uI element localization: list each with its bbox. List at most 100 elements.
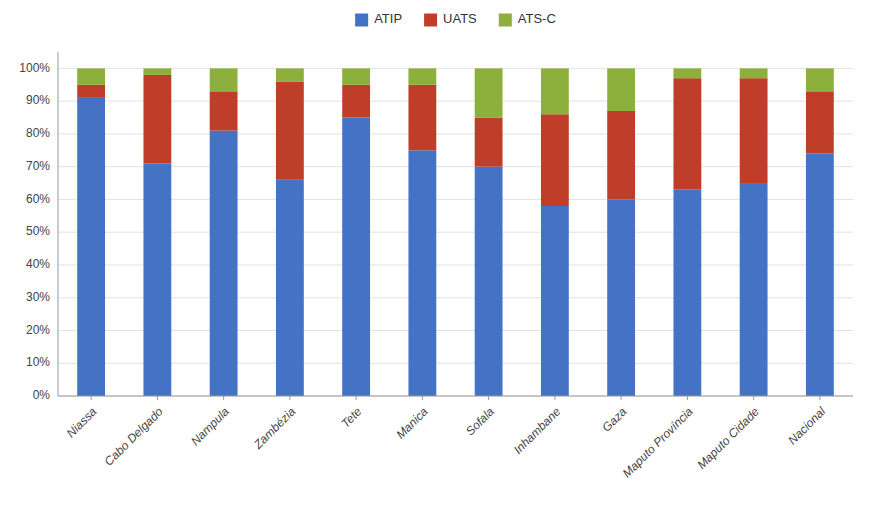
bar-segment [475,118,503,167]
y-tick-label: 0% [33,388,51,402]
legend-swatch [355,14,368,27]
bar-segment [806,91,834,153]
bar-segment [541,206,569,396]
bar-segment [607,199,635,396]
bar-segment [607,68,635,111]
legend-item: UATS [424,11,477,26]
bar-segment [475,68,503,117]
grid-line [58,297,853,298]
x-tick [422,396,423,400]
y-tick-label: 20% [26,323,50,337]
y-tick-label: 100% [19,61,50,75]
bar-segment [210,68,238,91]
bar-segment [740,78,768,183]
x-tick-label: Manica [393,404,430,441]
series-bars [77,98,834,396]
bar-segment [673,190,701,396]
bar-segment [740,68,768,78]
bar-segment [475,167,503,396]
y-tick-label: 60% [26,192,50,206]
x-tick-label: Sofala [463,404,497,438]
y-tick-labels: 0% 10% 20% 30% 40% 50% 60% 70% 80% 90% 100% [19,61,50,403]
x-tick [157,396,158,400]
x-tick [819,396,820,400]
y-tick-label: 10% [26,355,50,369]
bar-segment [740,183,768,396]
legend-swatch [424,14,437,27]
bar-segment [806,154,834,396]
x-tick-label: Nampula [188,404,232,448]
x-tick-label: Maputo Província [620,404,696,480]
x-tick-label: Tete [338,404,364,430]
bar-segment [143,163,171,396]
bar-segment [408,150,436,396]
y-grid [58,68,853,396]
x-tick-label: Nacional [785,404,828,447]
bar-segment [607,111,635,199]
chart-svg: 0% 10% 20% 30% 40% 50% 60% 70% 80% 90% 100% NiassaC… [0,0,869,522]
grid-line [58,133,853,134]
bar-segment [408,85,436,151]
x-tick-labels: NiassaCabo Delgado Nampula Zambézia Tete Man… [64,396,829,480]
bar-segment [276,68,304,81]
y-tick-label: 40% [26,257,50,271]
bar-segment [673,78,701,189]
y-tick-label: 80% [26,126,50,140]
x-tick-label: Niassa [64,404,100,440]
chart-container: 0% 10% 20% 30% 40% 50% 60% 70% 80% 90% 100% NiassaC… [0,0,869,522]
grid-line [58,363,853,364]
bar-segment [143,68,171,75]
grid-line [58,330,853,331]
grid-line [58,264,853,265]
grid-line [58,166,853,167]
bar-segment [342,118,370,396]
legend-item: ATIP [355,11,402,26]
y-tick-label: 30% [26,290,50,304]
bar-segment [673,68,701,78]
bar-segment [541,114,569,206]
bar-segment [408,68,436,84]
x-tick [223,396,224,400]
x-tick [91,396,92,400]
x-tick-label: Maputo Cidade [695,404,763,472]
legend-item: ATS-C [499,11,556,26]
x-tick [356,396,357,400]
x-tick [554,396,555,400]
x-tick [488,396,489,400]
legend-label: ATS-C [518,11,556,26]
x-tick [753,396,754,400]
x-axis-line [58,396,853,397]
x-tick [289,396,290,400]
bar-segment [77,98,105,396]
grid-line [58,232,853,233]
x-tick-label: Inhambane [511,404,564,457]
grid-line [58,101,853,102]
grid-line [58,396,853,397]
bar-segment [342,68,370,84]
bar-segment [541,68,569,114]
series-bars [77,68,834,117]
bar-segment [806,68,834,91]
bar-segment [210,91,238,130]
bar-segment [143,75,171,163]
legend-swatch [499,14,512,27]
bar-segment [276,180,304,396]
bar-segment [77,85,105,98]
legend: ATIP UATS ATS-C [355,11,556,26]
x-tick-label: Gaza [599,404,629,434]
y-axis-line [58,52,59,396]
legend-label: ATIP [374,11,402,26]
grid-line [58,68,853,69]
x-tick [687,396,688,400]
x-tick-label: Cabo Delgado [102,404,166,468]
x-tick [621,396,622,400]
grid-line [58,199,853,200]
bar-segment [77,68,105,84]
bar-segment [276,81,304,179]
y-tick-label: 90% [26,93,50,107]
y-tick-label: 50% [26,224,50,238]
x-tick-label: Zambézia [250,404,298,452]
bar-segment [210,131,238,396]
series-bars [77,75,834,206]
y-tick-label: 70% [26,159,50,173]
